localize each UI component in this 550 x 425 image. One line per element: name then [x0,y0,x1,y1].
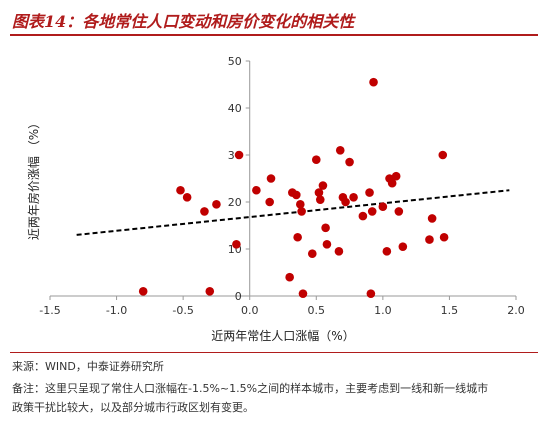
y-tick-label: 50 [228,55,242,68]
scatter-point [427,214,437,223]
scatter-point [138,287,148,296]
scatter-point [265,197,274,207]
scatter-point [292,190,301,200]
scatter-point [318,181,328,190]
scatter-point [205,287,215,296]
x-tick-label: 2.0 [507,304,525,317]
scatter-point [349,193,358,202]
scatter-point [176,185,185,195]
y-axis-title: 近两年房价涨幅 （%） [26,117,41,240]
scatter-point [296,200,305,209]
scatter-point [382,247,392,256]
scatter-point [334,247,344,256]
scatter-point [266,174,276,183]
scatter-point [387,178,397,188]
scatter-point [369,77,378,87]
remark-line-2: 政策干扰比较大，以及部分城市行政区划有变更。 [12,401,254,414]
scatter-point [311,155,321,164]
x-tick-label: 0.0 [241,304,259,317]
scatter-point [335,146,345,155]
scatter-point [345,157,354,167]
title-underline [10,34,538,36]
scatter-point [439,232,449,242]
scatter-point [358,211,368,221]
data-points [138,77,449,298]
scatter-point [341,197,350,207]
scatter-point [394,207,404,216]
scatter-point [212,200,221,209]
remark-line-1: 备注：这里只呈现了常住人口涨幅在-1.5%~1.5%之间的样本城市，主要考虑到一… [12,382,489,395]
trendline-dashed [76,189,510,236]
y-tick-label: 0 [235,290,242,303]
scatter-point [232,240,241,249]
x-tick-label: -1.0 [106,304,127,317]
x-tick-label: -1.5 [39,304,60,317]
chart-title: 图表14：各地常住人口变动和房价变化的相关性 [12,12,355,31]
scatter-point [182,193,192,202]
scatter-point [438,150,448,160]
scatter-point [200,207,209,216]
scatter-point [378,202,388,211]
scatter-point [234,150,244,160]
x-tick-label: 1.0 [374,304,392,317]
footer-separator [10,352,538,353]
scatter-point [315,195,325,204]
scatter-point [321,223,330,233]
scatter-point [252,185,261,195]
y-tick-label: 40 [228,102,242,115]
x-axis-title: 近两年常住人口涨幅（%） [211,328,354,343]
source-note: 来源：WIND，中泰证券研究所 [12,360,164,373]
x-tick-label: -0.5 [172,304,193,317]
scatter-point [391,171,401,181]
y-tick-label: 20 [228,196,242,209]
scatter-point [285,272,294,282]
scatter-point [314,188,324,197]
scatter-point [322,240,332,249]
axis-labels: 近两年常住人口涨幅（%） 近两年房价涨幅 （%） [26,117,355,343]
x-tick-label: 1.5 [441,304,459,317]
scatter-point [398,242,408,251]
scatter-point [425,235,434,244]
scatter-point [293,232,302,242]
scatter-point [298,289,308,298]
x-tick-label: 0.5 [308,304,326,317]
scatter-point [297,207,306,216]
scatter-point [307,249,317,258]
trendline [76,189,510,236]
scatter-point [366,289,376,298]
scatter-point [367,207,377,216]
scatter-point [365,188,374,197]
